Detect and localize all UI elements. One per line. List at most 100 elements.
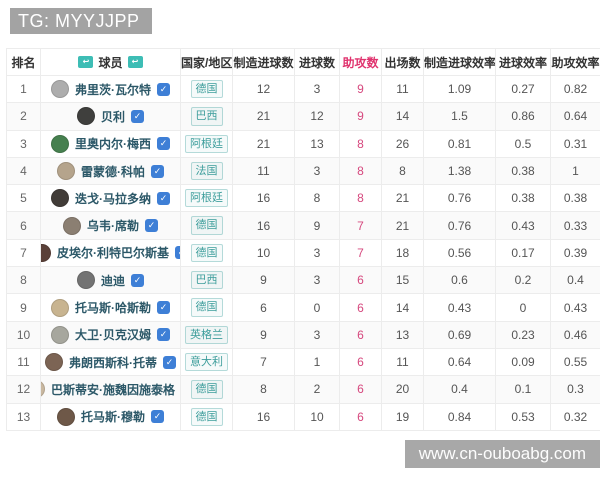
player-name-link[interactable]: 巴斯蒂安·施魏因施泰格 (51, 382, 175, 397)
assists-cell: 6 (339, 293, 382, 322)
assists-rate-cell: 0.46 (550, 320, 600, 349)
player-name-link[interactable]: 里奥内尔·梅西 (75, 137, 151, 152)
goals-created-rate-cell: 0.43 (423, 293, 496, 322)
goals-created-cell: 6 (232, 293, 295, 322)
verified-check-icon[interactable]: ✓ (151, 410, 164, 424)
player-avatar (51, 134, 69, 153)
header-assists: 助攻数 (339, 48, 382, 76)
appearances-cell: 26 (381, 129, 424, 158)
player-name-link[interactable]: 弗里茨·瓦尔特 (75, 82, 151, 97)
goals-created-rate-cell: 0.4 (423, 375, 496, 404)
goals-created-rate-cell: 0.56 (423, 238, 496, 268)
goals-rate-cell: 0.09 (495, 347, 551, 377)
player-avatar (51, 189, 69, 208)
country-cell: 意大利 (180, 347, 233, 377)
goals-created-rate-cell: 0.76 (423, 211, 496, 240)
verified-check-icon[interactable]: ✓ (157, 82, 170, 96)
appearances-cell: 21 (381, 211, 424, 240)
player-name-link[interactable]: 皮埃尔·利特巴尔斯基 (57, 246, 169, 261)
assists-rate-cell: 1 (550, 156, 600, 186)
player-name-link[interactable]: 贝利 (100, 109, 125, 124)
table-row: 6 乌韦·席勒 ✓ 德国 16 9 7 21 0.76 0.43 0.33 (6, 211, 600, 240)
country-tag: 法国 (190, 161, 223, 181)
player-avatar (63, 216, 81, 235)
appearances-cell: 8 (381, 156, 424, 186)
header-assists-rate: 助攻效率 (550, 48, 600, 76)
verified-check-icon[interactable]: ✓ (157, 137, 170, 151)
table-row: 7 皮埃尔·利特巴尔斯基 ✓ 德国 10 3 7 18 0.56 0.17 0.… (6, 238, 600, 268)
country-tag: 阿根廷 (185, 134, 228, 153)
goals-cell: 2 (294, 375, 340, 404)
country-tag: 阿根廷 (185, 189, 228, 208)
player-cell: 托马斯·穆勒 ✓ (40, 402, 181, 431)
goals-rate-cell: 0.38 (495, 184, 551, 213)
assists-cell: 9 (339, 102, 382, 131)
player-name-link[interactable]: 雷蒙德·科帕 (81, 164, 145, 179)
verified-check-icon[interactable]: ✓ (131, 109, 144, 123)
rank-cell: 12 (6, 375, 41, 404)
assists-cell: 8 (339, 184, 382, 213)
player-avatar (76, 271, 95, 290)
rank-cell: 3 (6, 129, 41, 158)
goals-created-cell: 16 (232, 402, 295, 431)
verified-check-icon[interactable]: ✓ (157, 191, 170, 205)
verified-check-icon[interactable]: ✓ (175, 246, 180, 260)
verified-check-icon[interactable]: ✓ (157, 328, 170, 342)
appearances-cell: 18 (381, 238, 424, 268)
player-name-link[interactable]: 乌韦·席勒 (87, 219, 139, 234)
verified-check-icon[interactable]: ✓ (151, 164, 164, 178)
assists-rate-cell: 0.43 (550, 293, 600, 322)
assists-rate-cell: 0.32 (550, 402, 600, 431)
verified-check-icon[interactable]: ✓ (145, 219, 158, 233)
sort-icon[interactable]: ↩ (127, 56, 143, 68)
player-name-link[interactable]: 弗朗西斯科·托蒂 (69, 355, 157, 370)
player-avatar (51, 298, 69, 317)
country-cell: 巴西 (180, 266, 233, 295)
goals-rate-cell: 0 (495, 293, 551, 322)
player-name-link[interactable]: 迭戈·马拉多纳 (75, 191, 151, 206)
goals-created-rate-cell: 0.64 (423, 347, 496, 377)
table-row: 9 托马斯·哈斯勒 ✓ 德国 6 0 6 14 0.43 0 0.43 (6, 293, 600, 322)
appearances-cell: 15 (381, 266, 424, 295)
player-name-link[interactable]: 托马斯·哈斯勒 (75, 301, 151, 316)
goals-cell: 13 (294, 129, 340, 158)
header-goals-rate: 进球效率 (495, 48, 551, 76)
verified-check-icon[interactable]: ✓ (157, 301, 170, 315)
table-row: 5 迭戈·马拉多纳 ✓ 阿根廷 16 8 8 21 0.76 0.38 0.38 (6, 184, 600, 213)
goals-rate-cell: 0.17 (495, 238, 551, 268)
goals-created-rate-cell: 1.09 (423, 74, 496, 104)
player-avatar (45, 353, 63, 372)
country-tag: 英格兰 (185, 325, 228, 344)
player-avatar (76, 107, 95, 126)
header-player-label: 球员 (98, 55, 123, 70)
assists-rate-cell: 0.39 (550, 238, 600, 268)
goals-created-cell: 9 (232, 320, 295, 349)
goals-created-cell: 16 (232, 211, 295, 240)
country-tag: 德国 (190, 243, 223, 263)
rank-cell: 9 (6, 293, 41, 322)
player-cell: 迪迪 ✓ (40, 266, 181, 295)
site-watermark: www.cn-ouboabg.com (404, 440, 600, 468)
assists-cell: 6 (339, 375, 382, 404)
table-row: 3 里奥内尔·梅西 ✓ 阿根廷 21 13 8 26 0.81 0.5 0.31 (6, 129, 600, 158)
player-cell: 弗朗西斯科·托蒂 ✓ (40, 347, 181, 377)
assists-cell: 7 (339, 211, 382, 240)
verified-check-icon[interactable]: ✓ (163, 355, 176, 369)
goals-created-cell: 9 (232, 266, 295, 295)
goals-created-cell: 21 (232, 102, 295, 131)
player-cell: 巴斯蒂安·施魏因施泰格 ✓ (40, 375, 181, 404)
goals-created-cell: 16 (232, 184, 295, 213)
player-name-link[interactable]: 托马斯·穆勒 (81, 410, 145, 425)
table-row: 13 托马斯·穆勒 ✓ 德国 16 10 6 19 0.84 0.53 0.32 (6, 402, 600, 431)
player-name-link[interactable]: 迪迪 (100, 273, 125, 288)
sort-icon[interactable]: ↩ (78, 56, 94, 68)
country-cell: 德国 (180, 211, 233, 240)
verified-check-icon[interactable]: ✓ (131, 273, 144, 287)
player-name-link[interactable]: 大卫·贝克汉姆 (75, 328, 151, 343)
goals-cell: 3 (294, 238, 340, 268)
country-cell: 英格兰 (180, 320, 233, 349)
goals-created-cell: 10 (232, 238, 295, 268)
player-stats-table: 排名 ↩ 球员 ↩ 国家/地区 制造进球数 进球数 助攻数 出场数 制造进球效率… (6, 48, 600, 431)
country-tag: 德国 (190, 80, 223, 99)
player-cell: 乌韦·席勒 ✓ (40, 211, 181, 240)
